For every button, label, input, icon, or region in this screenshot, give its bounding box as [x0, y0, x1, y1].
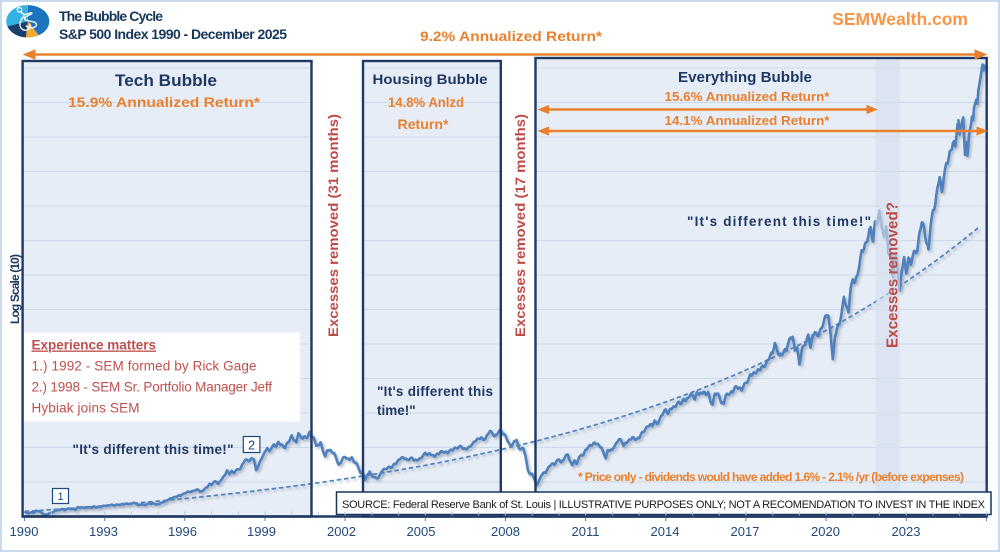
svg-text:Everything Bubble: Everything Bubble: [678, 69, 812, 86]
svg-text:14.1% Annualized Return*: 14.1% Annualized Return*: [665, 113, 831, 128]
svg-text:2023: 2023: [892, 524, 921, 539]
svg-text:15.9% Annualized Return*: 15.9% Annualized Return*: [68, 94, 261, 110]
svg-text:"It's different this time!": "It's different this time!": [73, 442, 234, 457]
svg-text:time!": time!": [377, 403, 416, 418]
svg-text:Hybiak joins SEM: Hybiak joins SEM: [32, 401, 140, 416]
svg-text:Excesses removed?: Excesses removed?: [885, 202, 902, 348]
svg-text:"It's different this time!": "It's different this time!": [687, 214, 871, 229]
svg-text:1.) 1992 - SEM formed by Rick: 1.) 1992 - SEM formed by Rick Gage: [32, 359, 257, 374]
svg-text:SOURCE: Federal Reserve Bank: SOURCE: Federal Reserve Bank of St. Loui…: [342, 499, 986, 511]
svg-text:1993: 1993: [89, 524, 118, 539]
svg-text:SEMWealth.com: SEMWealth.com: [832, 9, 968, 29]
svg-text:Excesses removed (31 months): Excesses removed (31 months): [326, 114, 341, 337]
svg-text:Experience matters: Experience matters: [32, 338, 157, 353]
svg-text:Return*: Return*: [398, 116, 450, 132]
svg-text:1990: 1990: [10, 524, 39, 539]
svg-text:2020: 2020: [811, 524, 840, 539]
svg-text:2017: 2017: [731, 524, 760, 539]
svg-text:"It's different this: "It's different this: [377, 384, 493, 399]
svg-text:* Price only - dividends would: * Price only - dividends would have adde…: [578, 470, 964, 484]
svg-text:2014: 2014: [651, 524, 680, 539]
svg-text:2011: 2011: [572, 524, 600, 539]
svg-text:15.6% Annualized Return*: 15.6% Annualized Return*: [665, 89, 831, 104]
svg-text:1: 1: [57, 491, 63, 503]
svg-text:S&P 500 Index 1990 - December: S&P 500 Index 1990 - December 2025: [59, 26, 287, 42]
svg-text:1996: 1996: [168, 524, 197, 539]
svg-text:14.8% Anlzd: 14.8% Anlzd: [388, 94, 464, 110]
svg-text:Housing Bubble: Housing Bubble: [373, 71, 488, 87]
svg-text:9.2% Annualized Return*: 9.2% Annualized Return*: [420, 28, 603, 44]
svg-text:1999: 1999: [247, 524, 276, 539]
svg-text:2.) 1998 - SEM Sr. Portfolio M: 2.) 1998 - SEM Sr. Portfolio Manager Jef…: [32, 380, 273, 395]
svg-text:2002: 2002: [327, 524, 356, 539]
svg-text:2005: 2005: [407, 524, 436, 539]
svg-text:Tech Bubble: Tech Bubble: [115, 72, 217, 90]
svg-text:The Bubble Cycle: The Bubble Cycle: [59, 8, 163, 24]
svg-text:Log Scale (10): Log Scale (10): [8, 254, 22, 324]
svg-text:Excesses removed (17 months): Excesses removed (17 months): [513, 114, 528, 337]
svg-text:2: 2: [248, 439, 255, 453]
svg-text:2008: 2008: [491, 524, 520, 539]
